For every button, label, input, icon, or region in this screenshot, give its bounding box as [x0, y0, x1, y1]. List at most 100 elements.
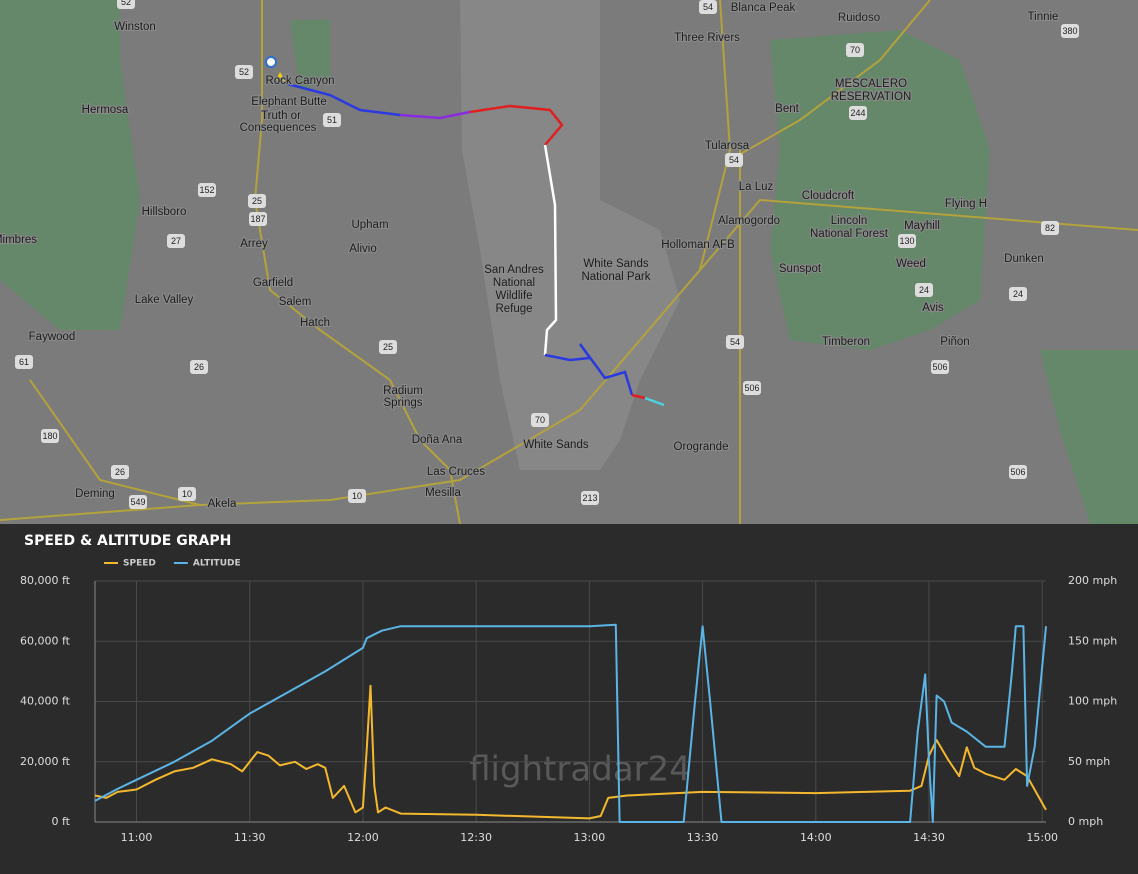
shield	[846, 43, 864, 57]
map-label: Winston	[114, 21, 156, 33]
shield-label: 213	[582, 493, 597, 503]
shield	[111, 465, 129, 479]
map-label: Flying H	[945, 198, 987, 210]
shield	[1061, 24, 1079, 38]
map-label: White Sands	[583, 258, 648, 270]
map-label: National Park	[581, 271, 650, 283]
series-line	[94, 684, 1047, 820]
map-label: Alamogordo	[718, 215, 780, 227]
x-tick-label: 14:00	[800, 831, 832, 844]
map-label: Bent	[775, 103, 799, 115]
map-label: Consequences	[240, 122, 317, 134]
shield-label: 10	[352, 491, 362, 501]
y-tick-label: 0 ft	[52, 815, 71, 828]
map-label: Truth or	[261, 110, 301, 122]
shield	[531, 413, 549, 427]
shield-label: 54	[730, 337, 740, 347]
map-label: Hatch	[300, 317, 330, 329]
shield	[167, 234, 185, 248]
shield	[1041, 221, 1059, 235]
shield	[348, 489, 366, 503]
watermark: flightradar24	[469, 750, 691, 790]
shield-label: 70	[850, 45, 860, 55]
shield-label: 180	[42, 431, 57, 441]
map-label: Refuge	[495, 303, 532, 315]
map-label: Mesilla	[425, 487, 461, 499]
shield	[190, 360, 208, 374]
map-label: Sunspot	[779, 263, 822, 275]
shield	[898, 234, 916, 248]
shield	[235, 65, 253, 79]
x-tick-label: 15:00	[1026, 831, 1058, 844]
map-label: Hermosa	[82, 104, 129, 116]
map-labels: Winston Hermosa Rock Canyon Elephant But…	[0, 1, 1059, 511]
shield-label: 61	[19, 357, 29, 367]
y-tick-label: 20,000 ft	[20, 755, 71, 768]
y2-tick-label: 200 mph	[1068, 574, 1117, 587]
map-label: Three Rivers	[674, 32, 740, 44]
map-label: Tularosa	[705, 140, 750, 152]
shield-label: 54	[729, 155, 739, 165]
map-label: Elephant Butte	[251, 96, 326, 108]
shield	[743, 381, 761, 395]
map: Winston Hermosa Rock Canyon Elephant But…	[0, 0, 1138, 524]
shield	[915, 283, 933, 297]
x-tick-label: 11:00	[121, 831, 153, 844]
x-tick-label: 13:00	[574, 831, 606, 844]
map-label: Timberon	[822, 336, 870, 348]
shield	[249, 212, 267, 226]
shield	[323, 113, 341, 127]
y-tick-label: 60,000 ft	[20, 634, 71, 647]
map-label: Arrey	[240, 238, 268, 250]
map-label: Weed	[896, 258, 926, 270]
shield-label: 24	[919, 285, 929, 295]
map-label: Ruidoso	[838, 12, 880, 24]
y2-tick-label: 50 mph	[1068, 755, 1110, 768]
shield	[931, 360, 949, 374]
shield-label: 380	[1062, 26, 1077, 36]
map-label: Faywood	[29, 331, 76, 343]
y2-tick-label: 100 mph	[1068, 695, 1117, 708]
shield-label: 25	[252, 196, 262, 206]
shield-label: 82	[1045, 223, 1055, 233]
shield-label: 52	[121, 0, 131, 7]
shield-label: 152	[199, 185, 214, 195]
shield-label: 51	[327, 115, 337, 125]
map-label: RESERVATION	[831, 91, 912, 103]
x-tick-label: 14:30	[913, 831, 945, 844]
shield	[41, 429, 59, 443]
map-label: Holloman AFB	[661, 239, 735, 251]
map-label: Springs	[384, 397, 423, 409]
series-line	[94, 623, 1047, 823]
shield-label: 549	[130, 497, 145, 507]
map-label: White Sands	[523, 439, 588, 451]
chart: SPEED & ALTITUDE GRAPH flightradar24 0 f…	[0, 524, 1138, 874]
map-label: Orogrande	[674, 441, 729, 453]
y2-tick-label: 150 mph	[1068, 634, 1117, 647]
map-label: Tinnie	[1028, 11, 1059, 23]
shield	[15, 355, 33, 369]
shield-label: 70	[535, 415, 545, 425]
shield-label: 10	[182, 489, 192, 499]
map-label: Deming	[75, 488, 115, 500]
shield-label: 506	[744, 383, 759, 393]
map-label: La Luz	[739, 181, 774, 193]
y2-tick-label: 0 mph	[1068, 815, 1103, 828]
map-label: Avis	[922, 302, 944, 314]
legend-label: ALTITUDE	[193, 559, 241, 569]
y-tick-label: 40,000 ft	[20, 695, 71, 708]
x-tick-label: 12:00	[347, 831, 379, 844]
map-label: Akela	[208, 498, 237, 510]
chart-title: SPEED & ALTITUDE GRAPH	[24, 533, 231, 549]
origin-pin	[265, 56, 277, 68]
aircraft-icon	[276, 72, 286, 82]
shield-label: 187	[250, 214, 265, 224]
shield-label: 244	[850, 108, 865, 118]
x-tick-label: 13:30	[687, 831, 719, 844]
map-label: Piñon	[940, 336, 969, 348]
map-label: National	[493, 277, 535, 289]
shield	[248, 194, 266, 208]
shield-label: 506	[1010, 467, 1025, 477]
shield	[581, 491, 599, 505]
